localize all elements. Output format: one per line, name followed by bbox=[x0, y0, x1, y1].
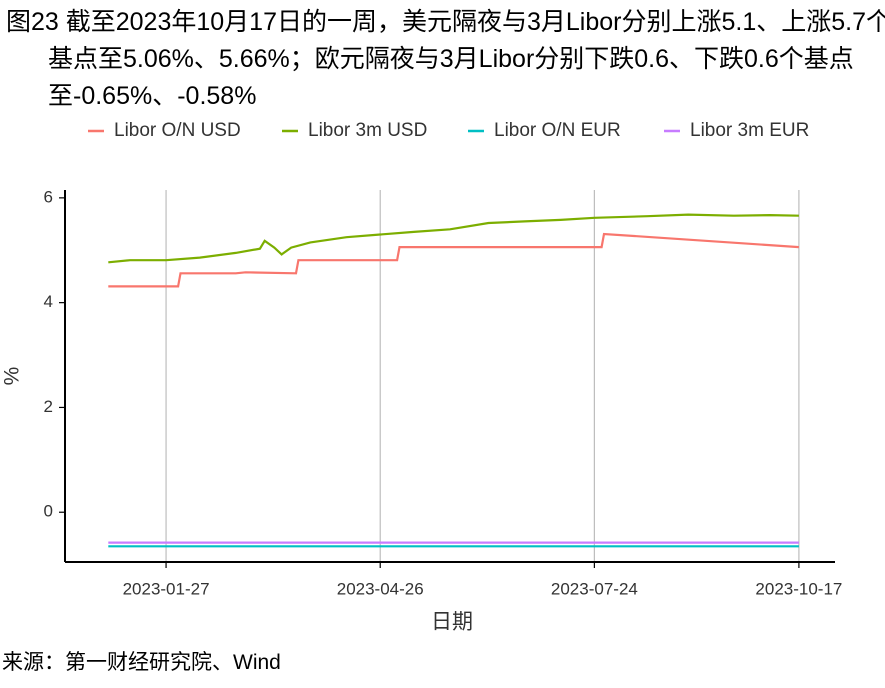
x-tick-label: 2023-01-27 bbox=[123, 579, 210, 598]
line bbox=[108, 232, 799, 288]
line bbox=[108, 213, 799, 264]
chart-title: 图23 截至2023年10月17日的一周，美元隔夜与3月Libor分别上涨5.1… bbox=[6, 8, 885, 110]
x-tick-label: 2023-04-26 bbox=[337, 579, 424, 598]
x-axis-label: 日期 bbox=[431, 611, 473, 634]
legend-label: Libor 3m EUR bbox=[690, 120, 809, 141]
x-tick-label: 2023-07-24 bbox=[551, 579, 638, 598]
source-note: 来源：第一财经研究院、Wind bbox=[2, 651, 281, 674]
legend-label: Libor O/N USD bbox=[114, 120, 241, 141]
legend-label: Libor 3m USD bbox=[308, 120, 427, 141]
x-tick-label: 2023-10-17 bbox=[755, 579, 842, 598]
y-tick-label: 0 bbox=[44, 502, 53, 521]
y-tick-label: 2 bbox=[44, 397, 53, 416]
y-tick-label: 6 bbox=[44, 187, 53, 206]
y-axis-label: % bbox=[1, 367, 24, 386]
legend-label: Libor O/N EUR bbox=[494, 120, 621, 141]
y-tick-label: 4 bbox=[44, 292, 53, 311]
